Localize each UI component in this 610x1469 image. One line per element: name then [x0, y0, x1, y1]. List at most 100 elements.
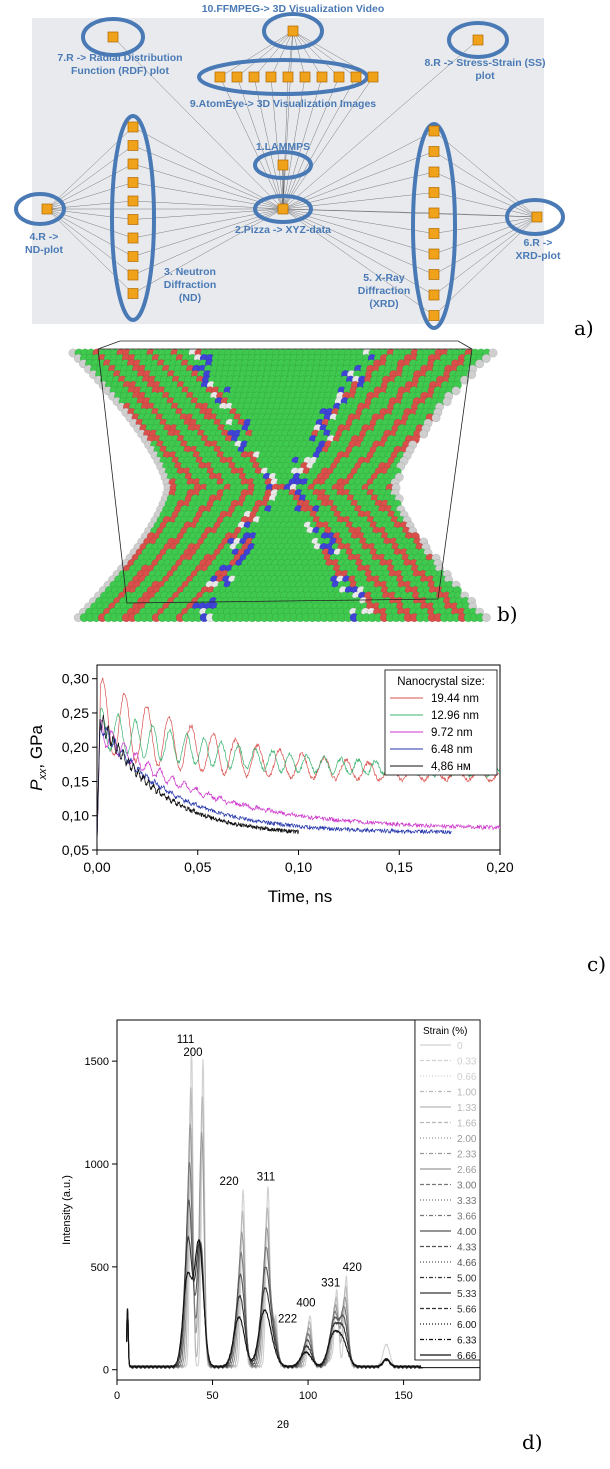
atom	[488, 348, 498, 358]
connector-line	[132, 145, 284, 210]
nd-node	[127, 269, 139, 281]
nd-node	[127, 214, 139, 225]
connector-line	[270, 76, 284, 210]
legend-label: 2.33	[457, 1150, 477, 1161]
connector-line	[112, 36, 284, 210]
label-xrd-plot: 6.R -> XRD-plot	[516, 237, 561, 262]
legend-label: 1.33	[457, 1103, 477, 1114]
peak-label: 311	[257, 1172, 275, 1184]
legend-label: 5.00	[457, 1274, 477, 1285]
connector-line	[282, 76, 357, 210]
atomeye-node	[231, 71, 243, 83]
nanocrystal-render	[68, 340, 498, 623]
y-tick-label: 0,25	[62, 705, 89, 721]
label-ffmpeg: 10.FFMPEG-> 3D Visualization Video	[202, 3, 385, 15]
connector-line	[46, 200, 134, 210]
connector-line	[282, 208, 435, 275]
peak-label: 420	[343, 1262, 362, 1274]
y-tick-label: 0,10	[62, 808, 89, 824]
bounding-box-edge	[457, 340, 473, 350]
xrd-plot-node	[531, 211, 543, 223]
xrd-node	[428, 310, 440, 321]
atoms	[68, 348, 498, 623]
group-ellipse	[14, 192, 66, 226]
peak-label: 400	[296, 1297, 315, 1309]
y-axis-label: Intensity (a.u.)	[61, 1175, 73, 1245]
connector-line	[282, 76, 374, 210]
nd-node	[127, 288, 139, 299]
connector-line	[46, 145, 134, 210]
xrd-node	[428, 269, 440, 280]
connector-line	[287, 30, 294, 78]
atomeye-node	[367, 71, 379, 83]
xrd-node	[428, 166, 440, 178]
legend-label: 6.00	[457, 1320, 477, 1331]
atom	[459, 375, 470, 385]
connector-line	[282, 130, 435, 210]
atom	[419, 429, 429, 439]
x-axis-label: Time, ns	[268, 887, 333, 906]
panel-label-a: a)	[574, 316, 594, 340]
atom	[481, 613, 491, 623]
legend-label: 12.96 nm	[431, 710, 479, 722]
x-axis-label: 2θ	[277, 1419, 289, 1431]
legend-label: 1.00	[457, 1088, 477, 1099]
panel-a-workflow: 10.FFMPEG-> 3D Visualization Video 7.R ->…	[0, 0, 610, 340]
label-atomeye: 9.AtomEye-> 3D Visualization Images	[190, 98, 376, 110]
atomeye-node	[333, 71, 345, 83]
label-nd-plot: 4.R -> ND-plot	[25, 231, 63, 256]
connector-line	[292, 30, 357, 78]
series-line	[97, 721, 452, 844]
ss-node	[472, 34, 484, 46]
legend-label: 3.33	[457, 1196, 477, 1207]
connector-line	[132, 208, 284, 220]
group-ellipse	[505, 198, 565, 236]
peak-label: 200	[183, 1047, 202, 1059]
panel-b-render: b)	[0, 338, 610, 638]
y-tick-label: 0,15	[62, 773, 89, 789]
connector-line	[270, 30, 294, 78]
x-tick-label: 0	[114, 1390, 120, 1402]
xrd-node	[428, 187, 440, 198]
xrd-trace	[126, 1238, 423, 1370]
legend-label: 4.00	[457, 1227, 477, 1238]
label-pizza: 2.Pizza -> XYZ-data	[235, 224, 331, 236]
connector-line	[433, 192, 538, 218]
connector-line	[132, 208, 284, 294]
x-tick-label: 50	[206, 1390, 218, 1402]
bounding-box	[97, 348, 473, 604]
connector-line	[46, 208, 134, 294]
lammps-node	[277, 159, 289, 171]
xrd-node	[428, 146, 440, 157]
y-axis-label: Pxx, GPa	[27, 725, 49, 791]
connector-line	[292, 30, 323, 78]
panel-d-chart: 0 50 100 150 0 500 1000 1500 2θ Intensity (a.u.) 1…	[0, 1010, 610, 1465]
panel-label-c: c)	[587, 952, 607, 976]
legend-label: 4.33	[457, 1243, 477, 1254]
connector-line	[253, 30, 294, 78]
atom	[474, 359, 485, 369]
ffmpeg-node	[287, 25, 299, 37]
connector-line	[219, 30, 294, 78]
pizza-node	[277, 203, 289, 215]
legend-label: 3.00	[457, 1181, 477, 1192]
atom	[431, 413, 441, 423]
group-ellipse	[262, 12, 324, 50]
connector-line	[236, 76, 284, 210]
legend-label: 2.66	[457, 1165, 477, 1176]
legend-label: 4.66	[457, 1258, 477, 1269]
workflow-diagram: 10.FFMPEG-> 3D Visualization Video 7.R ->…	[14, 3, 565, 330]
xrd-node	[428, 248, 440, 260]
connector-line	[46, 208, 134, 220]
legend-label: 9.72 nm	[431, 727, 473, 739]
label-rdf: 7.R -> Radial Distribution Function (RDF)…	[57, 52, 182, 77]
group-ellipse	[447, 21, 509, 59]
legend-label: 6.33	[457, 1336, 477, 1347]
atomeye-node	[214, 71, 226, 83]
nd-node	[127, 251, 139, 262]
connector-line	[132, 208, 284, 276]
atom	[442, 397, 452, 407]
legend-box	[384, 669, 498, 776]
series-line	[97, 714, 299, 844]
connector-line	[433, 216, 538, 275]
